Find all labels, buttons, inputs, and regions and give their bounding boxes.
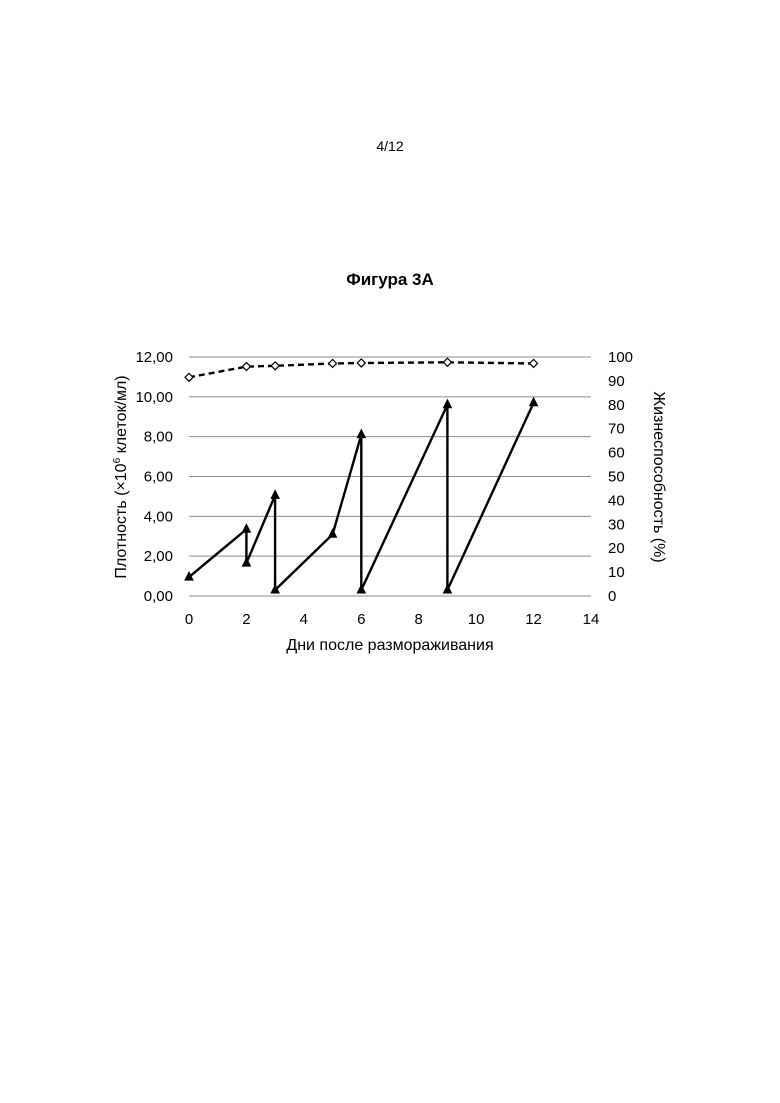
y-axis-left-label: Плотность (×106 клеток/мл) bbox=[112, 375, 130, 578]
viability-point bbox=[271, 362, 279, 370]
y-right-tick-label: 70 bbox=[608, 421, 625, 438]
y-right-tick-label: 80 bbox=[608, 397, 625, 414]
x-tick-label: 8 bbox=[415, 611, 423, 628]
density-point bbox=[530, 398, 538, 406]
viability-point bbox=[185, 373, 193, 381]
page-number: 4/12 bbox=[0, 138, 780, 154]
density-point bbox=[242, 524, 250, 532]
chart-ticks: 0,002,004,006,008,0010,0012,000102030405… bbox=[135, 349, 633, 628]
y-right-tick-label: 20 bbox=[608, 540, 625, 557]
viability-point bbox=[357, 359, 365, 367]
y-right-tick-label: 40 bbox=[608, 492, 625, 509]
x-tick-label: 2 bbox=[242, 611, 250, 628]
y-right-tick-label: 0 bbox=[608, 588, 616, 605]
y-right-tick-label: 10 bbox=[608, 564, 625, 581]
viability-point bbox=[242, 363, 250, 371]
y-right-tick-label: 60 bbox=[608, 445, 625, 462]
x-tick-label: 10 bbox=[468, 611, 485, 628]
y-axis-right-label: Жизнеспособность (%) bbox=[650, 391, 667, 562]
density-point bbox=[357, 430, 365, 438]
density-point bbox=[329, 529, 337, 537]
x-tick-label: 0 bbox=[185, 611, 193, 628]
chart-series bbox=[185, 358, 538, 593]
y-right-tick-label: 50 bbox=[608, 469, 625, 486]
viability-point bbox=[329, 359, 337, 367]
density-point bbox=[443, 400, 451, 408]
figure-title: Фигура 3А bbox=[0, 270, 780, 290]
density-point bbox=[271, 490, 279, 498]
y-axis-left-label-suffix: клеток/мл) bbox=[113, 375, 130, 457]
x-tick-label: 14 bbox=[583, 611, 600, 628]
y-left-tick-label: 2,00 bbox=[144, 548, 173, 565]
y-right-tick-label: 100 bbox=[608, 349, 633, 366]
y-left-tick-label: 10,00 bbox=[135, 389, 173, 406]
y-right-tick-label: 90 bbox=[608, 373, 625, 390]
y-left-tick-label: 4,00 bbox=[144, 508, 173, 525]
y-left-tick-label: 8,00 bbox=[144, 429, 173, 446]
y-right-tick-label: 30 bbox=[608, 516, 625, 533]
chart: 0,002,004,006,008,0010,0012,000102030405… bbox=[0, 330, 780, 670]
y-axis-left-label-prefix: Плотность (×10 bbox=[113, 463, 130, 578]
y-left-tick-label: 0,00 bbox=[144, 588, 173, 605]
x-axis-label: Дни после размораживания bbox=[286, 637, 493, 654]
y-left-tick-label: 6,00 bbox=[144, 469, 173, 486]
x-tick-label: 6 bbox=[357, 611, 365, 628]
viability-point bbox=[530, 359, 538, 367]
y-left-tick-label: 12,00 bbox=[135, 349, 173, 366]
viability-point bbox=[443, 358, 451, 366]
chart-grid bbox=[189, 357, 591, 596]
x-tick-label: 12 bbox=[525, 611, 542, 628]
x-tick-label: 4 bbox=[300, 611, 308, 628]
